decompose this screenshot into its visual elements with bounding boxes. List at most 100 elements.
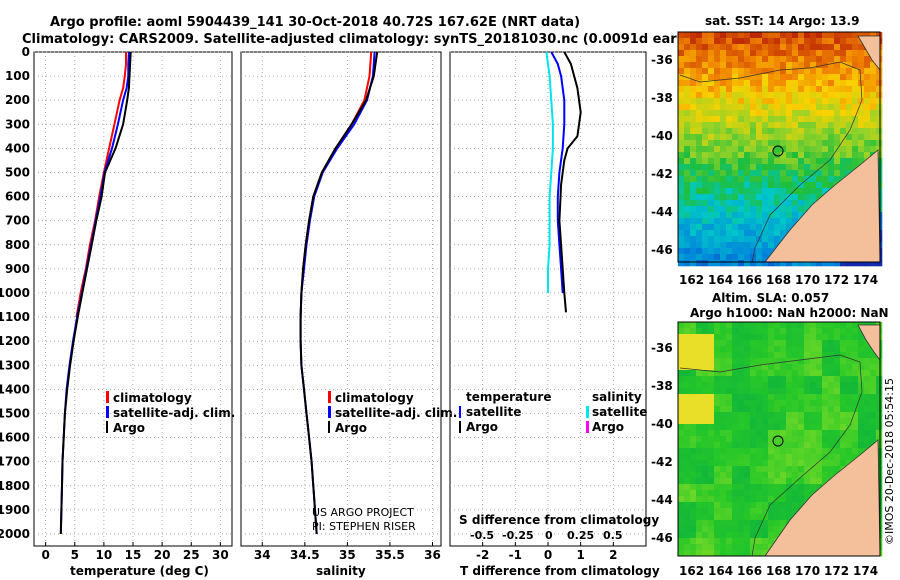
heatmap-cell [684,236,691,243]
heatmap-cell [870,74,877,81]
heatmap-cell [738,212,745,219]
heatmap-cell [870,382,877,389]
heatmap-cell [690,472,697,479]
heatmap-cell [780,322,787,329]
heatmap-cell [756,188,763,195]
heatmap-cell [780,224,787,231]
heatmap-cell [750,116,757,123]
heatmap-cell [708,454,715,461]
heatmap-cell [702,334,709,341]
heatmap-cell [798,86,805,93]
heatmap-cell [714,218,721,225]
heatmap-cell [732,424,739,431]
heatmap-cell [804,346,811,353]
heatmap-cell [762,484,769,491]
heatmap-cell [870,260,877,267]
heatmap-cell [678,62,685,69]
heatmap-cell [792,86,799,93]
heatmap-cell [702,526,709,533]
heatmap-cell [840,38,847,45]
heatmap-cell [852,152,859,159]
heatmap-cell [822,334,829,341]
heatmap-cell [702,346,709,353]
heatmap-cell [738,116,745,123]
heatmap-cell [696,230,703,237]
heatmap-cell [744,538,751,545]
heatmap-cell [810,466,817,473]
heatmap-cell [828,376,835,383]
depth-tick-labels: 0100200300400500600700800900100011001200… [0,45,30,541]
heatmap-cell [690,394,697,401]
heatmap-cell [798,170,805,177]
heatmap-cell [690,92,697,99]
heatmap-cell [828,358,835,365]
heatmap-cell [768,182,775,189]
heatmap-cell [774,460,781,467]
heatmap-cell [798,200,805,207]
heatmap-cell [828,158,835,165]
depth-tick-label: 400 [5,141,30,155]
heatmap-cell [684,212,691,219]
heatmap-cell [684,550,691,557]
heatmap-cell [810,334,817,341]
heatmap-cell [774,242,781,249]
heatmap-cell [762,394,769,401]
heatmap-cell [822,478,829,485]
heatmap-cell [762,92,769,99]
heatmap-cell [804,170,811,177]
heatmap-cell [690,104,697,111]
heatmap-cell [726,514,733,521]
heatmap-cell [720,424,727,431]
heatmap-cell [726,68,733,75]
heatmap-cell [696,358,703,365]
heatmap-cell [714,412,721,419]
heatmap-cell [696,98,703,105]
heatmap-cell [708,140,715,147]
heatmap-cell [780,212,787,219]
heatmap-cell [810,406,817,413]
heatmap-cell [690,376,697,383]
heatmap-cell [714,248,721,255]
heatmap-cell [768,134,775,141]
heatmap-cell [768,376,775,383]
heatmap-cell [876,32,883,39]
heatmap-cell [816,454,823,461]
heatmap-cell [684,502,691,509]
legend-swatch-s-satellite [586,406,589,418]
heatmap-cell [780,466,787,473]
heatmap-cell [690,206,697,213]
heatmap-cell [708,400,715,407]
heatmap-cell [678,424,685,431]
heatmap-cell [762,454,769,461]
heatmap-cell [810,80,817,87]
heatmap-cell [708,206,715,213]
heatmap-cell [714,436,721,443]
depth-tick-label: 2000 [0,527,30,541]
heatmap-cell [810,382,817,389]
heatmap-cell [726,328,733,335]
heatmap-cell [822,86,829,93]
heatmap-cell [750,346,757,353]
heatmap-cell [762,260,769,267]
heatmap-cell [732,382,739,389]
heatmap-cell [756,242,763,249]
heatmap-cell [696,364,703,371]
heatmap-cell [738,424,745,431]
heatmap-cell [774,146,781,153]
heatmap-cell [822,134,829,141]
heatmap-cell [678,50,685,57]
heatmap-cell [774,158,781,165]
heatmap-cell [786,364,793,371]
heatmap-cell [810,352,817,359]
heatmap-cell [774,418,781,425]
heatmap-cell [816,424,823,431]
heatmap-cell [750,110,757,117]
heatmap-cell [768,170,775,177]
heatmap-cell [684,182,691,189]
heatmap-cell [786,430,793,437]
depth-tick-label: 0 [22,45,30,59]
heatmap-cell [738,364,745,371]
heatmap-cell [744,358,751,365]
heatmap-cell [828,50,835,57]
heatmap-cell [732,532,739,539]
